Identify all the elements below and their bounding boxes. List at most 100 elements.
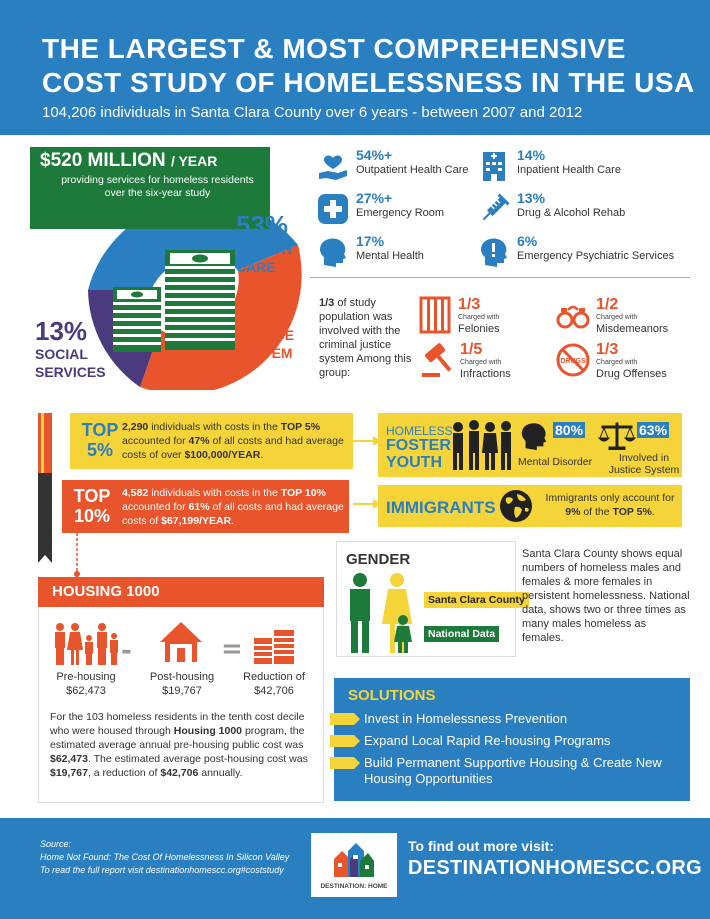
gender-title: GENDER <box>346 551 411 568</box>
source-link[interactable]: To read the full report visit destinatio… <box>40 865 284 875</box>
spending-description: providing services for homeless resident… <box>61 174 254 199</box>
small-money-stack-icon <box>113 287 161 352</box>
health-item-psychiatric: 6% Emergency Psychiatric Services <box>477 233 692 273</box>
justice-charged-with: Charged with <box>460 359 502 366</box>
family-icon <box>55 623 118 665</box>
scales-of-justice-icon <box>598 422 636 450</box>
page-title-line-2: COST STUDY OF HOMELESSNESS IN THE USA <box>42 67 695 98</box>
justice-intro: 1/3 of study population was involved wit… <box>319 297 412 379</box>
globe-icon <box>500 490 532 522</box>
justice-item-drug-offenses: DRUGS 1/3 Charged with Drug Offenses <box>556 341 706 385</box>
justice-fraction: 1/3 <box>596 341 619 358</box>
health-item-pct: 6% <box>517 233 538 249</box>
housing-1000-description: For the 103 homeless residents in the te… <box>50 711 308 779</box>
justice-charged-with: Charged with <box>458 314 500 321</box>
health-item-label: Emergency Psychiatric Services <box>517 250 675 262</box>
justice-charged-with: Charged with <box>596 314 638 321</box>
ribbon-decoration <box>38 413 52 563</box>
pre-housing-stat: Pre-housing $62,473 <box>56 671 116 697</box>
handcuffs-icon <box>556 305 590 329</box>
house-icon <box>160 622 202 662</box>
justice-label: Felonies <box>458 323 500 335</box>
health-item-pct: 17% <box>356 233 385 249</box>
health-item-pct: 13% <box>517 190 546 206</box>
minus-sign: - <box>121 636 132 666</box>
justice-system-pct: 34% <box>235 296 288 326</box>
justice-item-misdemeanors: 1/2 Charged with Misdemeanors <box>556 296 706 340</box>
solutions-panel <box>334 678 690 801</box>
hospital-icon <box>483 152 505 181</box>
connector-line <box>74 533 80 577</box>
health-item-emergency-room: 27%+ Emergency Room <box>316 190 506 230</box>
logo-houses-icon <box>334 843 374 877</box>
justice-label: Infractions <box>460 368 511 380</box>
housing-1000-title: HOUSING 1000 <box>52 583 160 600</box>
money-stack-icon <box>254 630 294 664</box>
justice-label: Misdemeanors <box>596 323 669 335</box>
youth-group-icon <box>453 420 511 470</box>
page-title-line-1: THE LARGEST & MOST COMPREHENSIVE <box>42 33 626 64</box>
health-item-inpatient: 14% Inpatient Health Care <box>477 147 667 187</box>
equals-sign: = <box>221 634 243 664</box>
health-item-outpatient: 54%+ Outpatient Health Care <box>316 147 506 187</box>
health-item-label: Mental Health <box>356 250 424 262</box>
arrow-icon <box>330 713 360 725</box>
section-divider <box>310 277 690 278</box>
header-banner <box>0 0 710 135</box>
solution-item: Build Permanent Supportive Housing & Cre… <box>364 755 662 786</box>
spending-callout <box>30 147 270 229</box>
justice-fraction: 1/3 <box>458 296 481 313</box>
health-item-label: Drug & Alcohol Rehab <box>517 207 626 219</box>
immigrants-title: IMMIGRANTS <box>386 498 496 517</box>
health-item-label: Inpatient Health Care <box>517 164 621 176</box>
solutions-title: SOLUTIONS <box>348 687 436 704</box>
health-care-pct: 53% <box>236 210 289 240</box>
foster-youth-title: FOSTER YOUTH <box>386 437 451 471</box>
top5-label: TOP 5% <box>81 420 119 460</box>
hand-heart-icon <box>319 155 347 180</box>
justice-item-felonies: 1/3 Charged with Felonies <box>418 296 568 340</box>
gender-figures-icon <box>350 573 412 653</box>
arrow-icon <box>330 735 360 747</box>
source-title: Home Not Found: The Cost Of Homelessness… <box>40 852 290 862</box>
syringe-icon <box>482 193 510 221</box>
head-alert-icon <box>481 238 507 267</box>
top10-label: TOP 10% <box>73 486 111 526</box>
mental-disorder-label: Mental Disorder <box>518 456 593 468</box>
head-icon <box>521 423 547 451</box>
large-money-stack-icon <box>165 250 235 350</box>
health-item-pct: 14% <box>517 147 546 163</box>
social-services-label: SOCIAL SERVICES <box>35 346 106 380</box>
justice-item-infractions: 1/5 Charged with Infractions <box>420 341 570 385</box>
top10-description: 4,582 individuals with costs in the TOP … <box>122 487 344 527</box>
housing-1000-header <box>38 577 324 607</box>
health-item-label: Emergency Room <box>356 207 445 219</box>
justice-involved-label: Involved in Justice System <box>608 452 680 476</box>
mental-disorder-pct: 80% <box>553 422 586 438</box>
top5-description: 2,290 individuals with costs in the TOP … <box>122 421 344 461</box>
health-item-rehab: 13% Drug & Alcohol Rehab <box>477 190 667 230</box>
post-housing-stat: Post-housing $19,767 <box>149 671 215 697</box>
social-services-pct: 13% <box>35 316 88 346</box>
no-drugs-icon: DRUGS <box>556 343 590 377</box>
health-item-pct: 54%+ <box>356 147 393 163</box>
solution-item: Invest in Homelessness Prevention <box>364 711 568 726</box>
jail-bars-icon <box>419 296 451 334</box>
source-label: Source: <box>40 839 72 849</box>
connector-arrows <box>353 436 381 509</box>
solution-item: Expand Local Rapid Re-housing Programs <box>364 733 611 748</box>
justice-charged-with: Charged with <box>596 359 638 366</box>
santa-clara-county-tag: Santa Clara County <box>424 592 529 608</box>
health-care-label: HEALTH CARE <box>236 241 292 275</box>
immigrants-description: Immigrants only account for 9% of the TO… <box>545 492 675 518</box>
justice-label: Drug Offenses <box>596 368 667 380</box>
spending-headline: $520 MILLION / YEAR <box>40 150 218 171</box>
health-item-pct: 27%+ <box>356 190 393 206</box>
gender-description: Santa Clara County shows equal numbers o… <box>522 548 690 644</box>
head-icon <box>320 238 346 267</box>
national-data-tag: National Data <box>424 626 500 642</box>
page-subtitle: 104,206 individuals in Santa Clara Count… <box>42 104 583 121</box>
medical-cross-icon <box>318 194 348 224</box>
svg-text:DRUGS: DRUGS <box>560 358 586 365</box>
website-link[interactable]: DESTINATIONHOMESCC.ORG <box>408 857 703 879</box>
